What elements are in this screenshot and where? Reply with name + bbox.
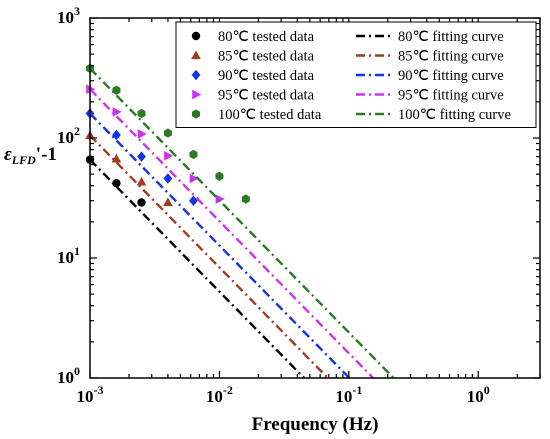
y-tick-label: 100: [57, 364, 80, 387]
legend-label-fit: 95℃ fitting curve: [398, 88, 504, 104]
x-tick-label: 10-1: [335, 383, 362, 406]
x-tick-label: 10-2: [206, 383, 233, 406]
plot-frame: [89, 17, 541, 379]
y-axis-title: εLFD'-1: [4, 144, 57, 167]
legend-item: 95℃ tested data 95℃ fitting curve: [192, 88, 504, 104]
fit-line: [89, 88, 374, 379]
legend-item: 90℃ tested data 90℃ fitting curve: [191, 68, 504, 84]
y-axis-title-subscript: LFD: [11, 153, 36, 167]
y-tick-label-exponent: 3: [74, 4, 80, 18]
y-tick-label: 101: [57, 244, 80, 267]
legend-marker: [191, 31, 201, 41]
y-tick-label-base: 10: [57, 248, 74, 267]
data-point: [137, 108, 146, 119]
data-point: [189, 195, 198, 206]
data-point: [163, 197, 173, 207]
data-point: [112, 179, 121, 188]
legend-label-data: 90℃ tested data: [218, 68, 315, 84]
fit-line: [89, 158, 305, 379]
data-point: [112, 85, 121, 95]
data-point: [137, 129, 147, 139]
x-tick-label-exponent: 0: [484, 383, 490, 397]
fit-line: [89, 112, 351, 379]
legend-marker: [191, 50, 201, 60]
y-tick-label-base: 10: [57, 368, 74, 387]
legend-item: 85℃ tested data 85℃ fitting curve: [191, 49, 504, 65]
data-point: [163, 128, 172, 138]
legend-label-data: 95℃ tested data: [218, 88, 315, 104]
data-point: [137, 198, 146, 207]
x-tick-label-base: 10: [467, 387, 484, 406]
data-point: [163, 173, 173, 184]
data-point: [215, 171, 224, 181]
fit-line: [89, 134, 329, 379]
data-point: [137, 151, 146, 162]
legend-label-fit: 80℃ fitting curve: [398, 29, 504, 45]
legend-item: 100℃ tested data 100℃ fitting curve: [192, 107, 511, 123]
series-1: [85, 155, 305, 379]
y-tick-label-base: 10: [57, 8, 74, 27]
data-point: [164, 151, 174, 161]
data-point: [189, 173, 199, 184]
legend: 80℃ tested data 80℃ fitting curve 85℃ test…: [175, 21, 537, 128]
legend-marker: [192, 109, 200, 119]
series-2: [85, 130, 329, 379]
data-point: [241, 194, 250, 204]
y-axis-title-symbol: ε: [4, 144, 12, 165]
legend-label-data: 80℃ tested data: [218, 29, 315, 45]
fit-line: [89, 67, 395, 379]
legend-item: 80℃ tested data 80℃ fitting curve: [191, 29, 504, 45]
x-tick-label-base: 10: [335, 387, 352, 406]
y-tick-label-exponent: 1: [74, 244, 80, 258]
legend-marker: [191, 69, 201, 81]
data-point: [112, 107, 122, 117]
series-4: [86, 84, 374, 379]
data-point: [136, 176, 147, 186]
legend-label-fit: 90℃ fitting curve: [398, 68, 504, 84]
y-tick-label-base: 10: [57, 128, 74, 147]
x-tick-label: 100: [467, 383, 490, 406]
legend-label-fit: 100℃ fitting curve: [398, 107, 511, 123]
data-point: [111, 153, 122, 163]
data-point: [215, 194, 225, 204]
y-tick-label-exponent: 0: [74, 364, 80, 378]
x-tick-label-base: 10: [206, 387, 223, 406]
plot-layer: [85, 63, 395, 379]
x-tick-label-exponent: -3: [94, 383, 104, 397]
series-3: [85, 108, 351, 379]
legend-label-data: 85℃ tested data: [218, 49, 315, 65]
y-tick-label: 103: [57, 4, 80, 27]
x-tick-label-exponent: -2: [223, 383, 233, 397]
y-tick-label: 102: [57, 124, 80, 147]
x-tick-label-exponent: -1: [352, 383, 362, 397]
legend-marker: [192, 89, 202, 100]
x-axis-title: Frequency (Hz): [252, 414, 379, 435]
legend-label-data: 100℃ tested data: [218, 107, 322, 123]
data-point: [189, 149, 198, 160]
legend-label-fit: 85℃ fitting curve: [398, 49, 504, 65]
y-tick-label-exponent: 2: [74, 124, 80, 138]
y-axis-title-suffix: '-1: [36, 144, 57, 165]
x-tick-label: 10-3: [77, 383, 104, 406]
x-tick-label-base: 10: [77, 387, 94, 406]
data-point: [112, 129, 121, 141]
